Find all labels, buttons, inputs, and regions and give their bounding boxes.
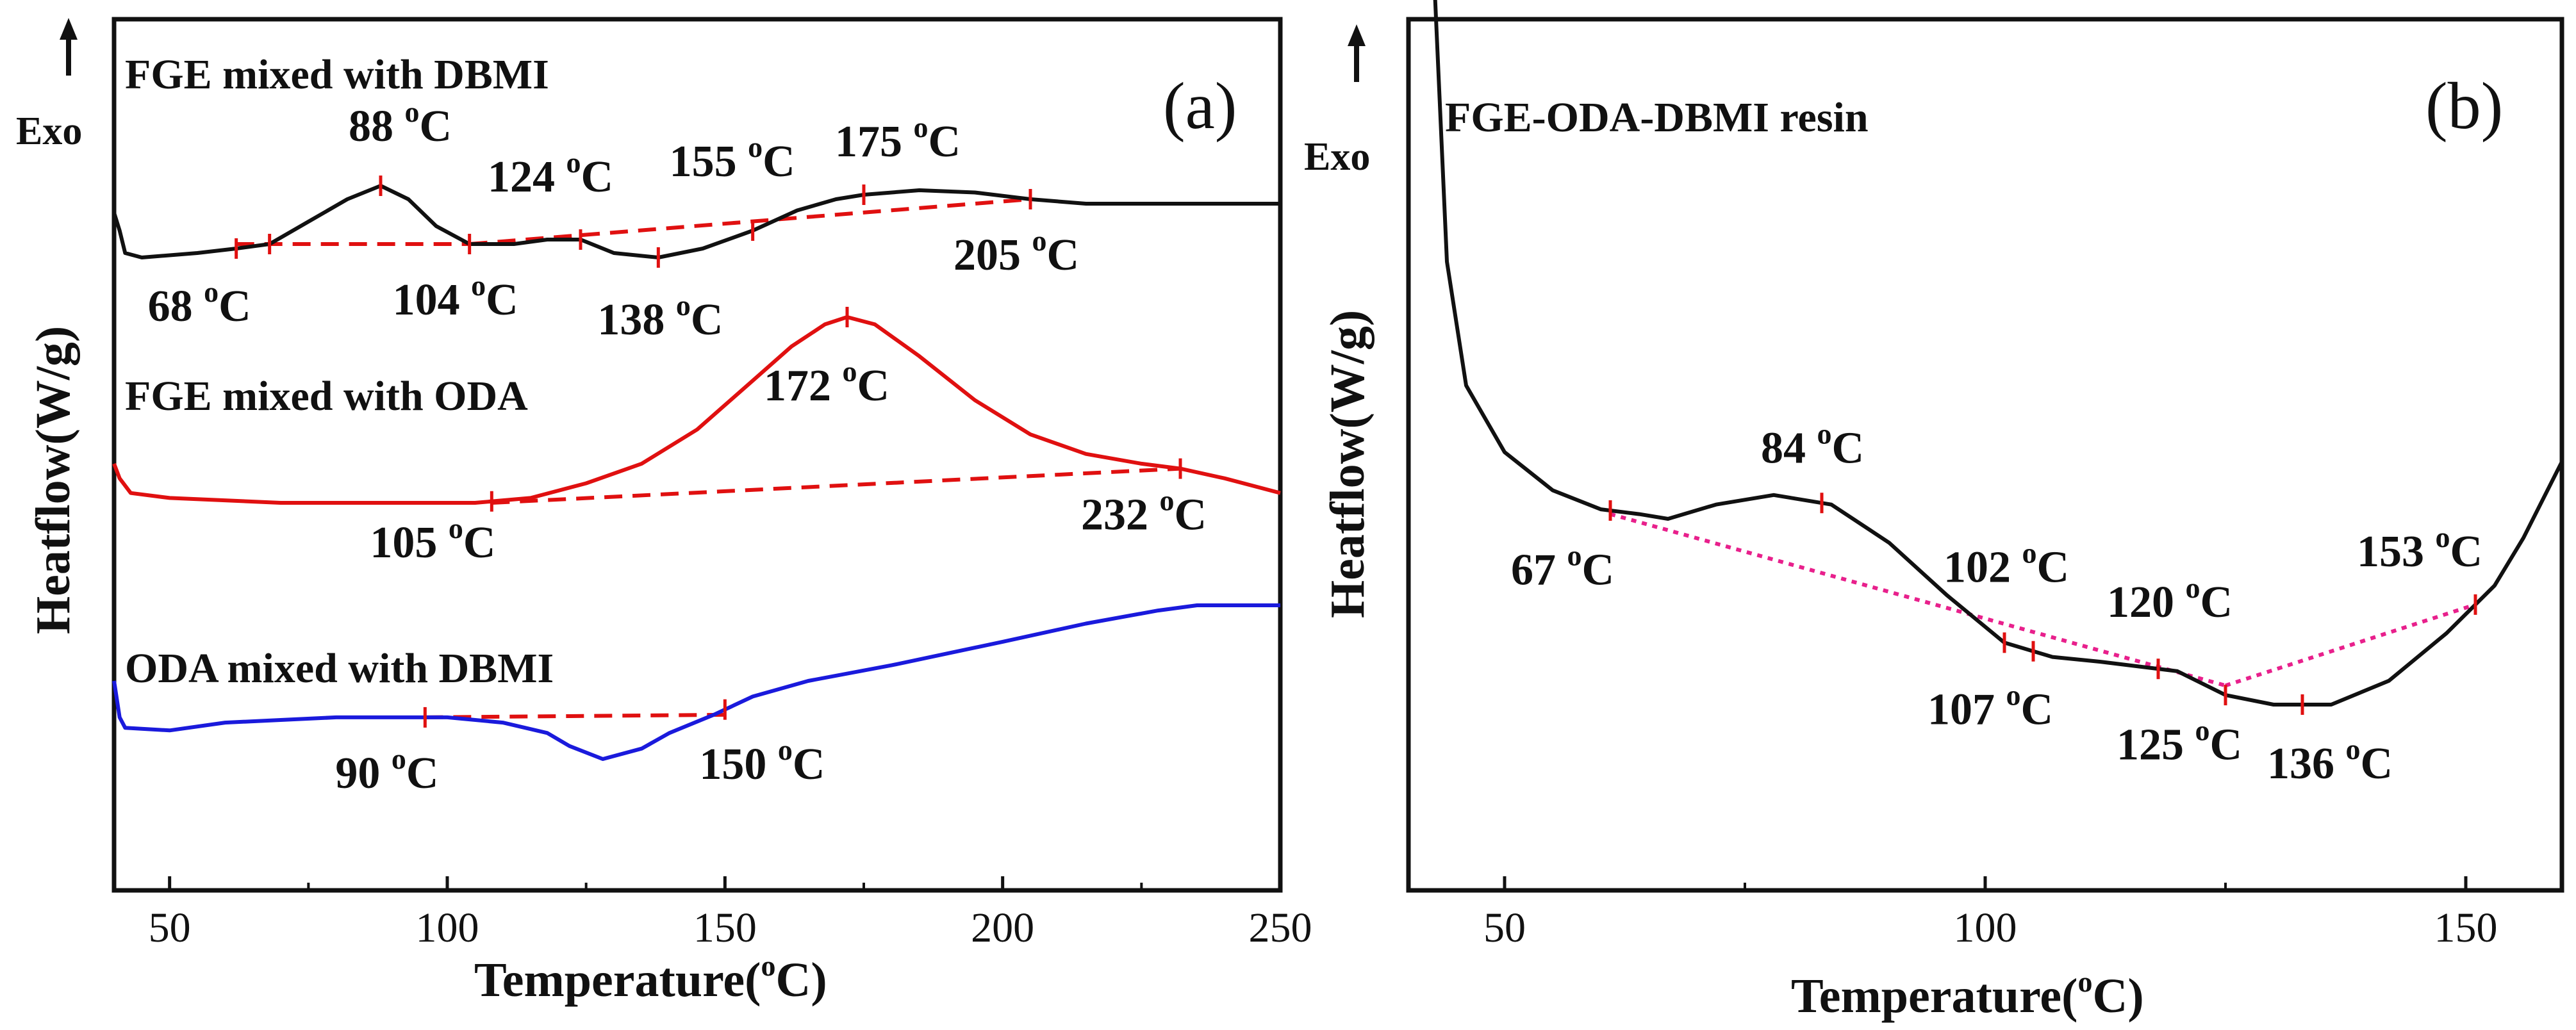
panel-a-series-line [112, 603, 1280, 761]
panel-b-plot-area: 67 oC 84 oC 102 oC 107 oC 120 oC 125 oC 136 oC… [1433, 0, 2564, 789]
panel-a-baseline [469, 197, 1031, 246]
panel-a-x-tick-label: 50 [149, 904, 191, 951]
panel-b-temperature-annotation: 120 oC [2107, 571, 2233, 627]
panel-b-exo-arrow [1348, 24, 1366, 82]
panel-b-temperature-annotation: 107 oC [1928, 679, 2053, 735]
panel-b-y-axis-title: Heatflow(W/g) [1321, 310, 1375, 618]
panel-a-curve-label-dbmi: FGE mixed with DBMI [125, 51, 549, 98]
panel-a-temperature-annotation: 104 oC [393, 269, 518, 325]
panel-a-temperature-annotation: 105 oC [370, 512, 495, 568]
panel-b-series-line [1433, 0, 2564, 707]
panel-a-x-axis-title: Temperature(oC) [474, 949, 827, 1007]
panel-a-temperature-annotation: 205 oC [954, 224, 1079, 280]
panel-a-temperature-annotation: 138 oC [597, 289, 723, 345]
panel-b-x-tick-label: 100 [1954, 904, 2017, 951]
panel-a-ticks: 50 100 150 200 250 [149, 876, 1312, 951]
panel-a-baseline [491, 466, 1181, 505]
panel-b-temperature-annotation: 153 oC [2357, 521, 2482, 576]
panel-b-x-tick-label: 50 [1483, 904, 1526, 951]
panel-b-x-axis-title: Temperature(oC) [1791, 965, 2144, 1023]
panel-a-x-title-sup: o [761, 949, 775, 982]
panel-a-frame [111, 17, 1283, 893]
panel-b-temperature-annotation: 125 oC [2117, 714, 2242, 769]
panel-b-label: (b) [2425, 69, 2503, 143]
panel-b-exo-label: Exo [1304, 135, 1370, 179]
panel-b-x-title-end: C) [2092, 969, 2143, 1023]
panel-a-temperature-annotation: 175 oC [835, 111, 961, 167]
panel-a-temperature-annotation: 155 oC [670, 131, 795, 186]
panel-a-y-axis-title: Heatflow(W/g) [26, 326, 80, 634]
panel-b-baseline [2225, 602, 2476, 688]
panel-a-x-tick-label: 200 [971, 904, 1034, 951]
panel-a-x-title-end: C) [775, 953, 827, 1007]
panel-a-label: (a) [1163, 69, 1237, 143]
panel-a-x-title-text: Temperature( [474, 953, 761, 1007]
panel-a-temperature-annotation: 150 oC [699, 733, 825, 789]
panel-b-ticks: 50 100 150 [1483, 876, 2498, 951]
panel-a-x-tick-label: 150 [693, 904, 757, 951]
panel-a-curve-label-oda-dbmi: ODA mixed with DBMI [125, 645, 554, 692]
panel-b-temperature-annotation: 136 oC [2267, 733, 2393, 789]
panel-a-temperature-annotation: 124 oC [488, 146, 613, 202]
panel-a: 88 oC 68 oC 104 oC 124 oC 138 oC 155 oC 175 oC… [16, 17, 1312, 1007]
panel-b: 67 oC 84 oC 102 oC 107 oC 120 oC 125 oC 136 oC… [1304, 0, 2564, 1023]
panel-a-exo-label: Exo [16, 110, 82, 153]
panel-b-title: FGE-ODA-DBMI resin [1445, 94, 1869, 141]
panel-a-baseline [425, 712, 725, 719]
panel-b-temperature-annotation: 84 oC [1761, 418, 1864, 473]
panel-a-series-line [112, 184, 1280, 259]
panel-a-temperature-annotation: 88 oC [349, 95, 452, 151]
panel-b-x-title-sup: o [2077, 965, 2092, 998]
panel-b-baseline [1610, 512, 2226, 688]
panel-a-temperature-annotation: 68 oC [148, 275, 251, 331]
panel-b-temperature-annotation: 67 oC [1511, 539, 1614, 595]
panel-b-x-title-text: Temperature( [1791, 969, 2077, 1023]
panel-a-plot-area: 88 oC 68 oC 104 oC 124 oC 138 oC 155 oC 175 oC… [112, 95, 1281, 798]
panel-a-curve-label-oda: FGE mixed with ODA [125, 373, 528, 420]
panel-b-x-tick-label: 150 [2434, 904, 2498, 951]
panel-a-temperature-annotation: 90 oC [335, 742, 438, 798]
panel-a-series-line [112, 315, 1281, 505]
panel-b-temperature-annotation: 102 oC [1944, 536, 2069, 592]
panel-a-x-tick-label: 250 [1249, 904, 1312, 951]
panel-a-temperature-annotation: 232 oC [1081, 484, 1207, 540]
panel-a-exo-arrow [60, 18, 78, 76]
panel-a-x-tick-label: 100 [416, 904, 479, 951]
panel-a-temperature-annotation: 172 oC [764, 355, 889, 411]
